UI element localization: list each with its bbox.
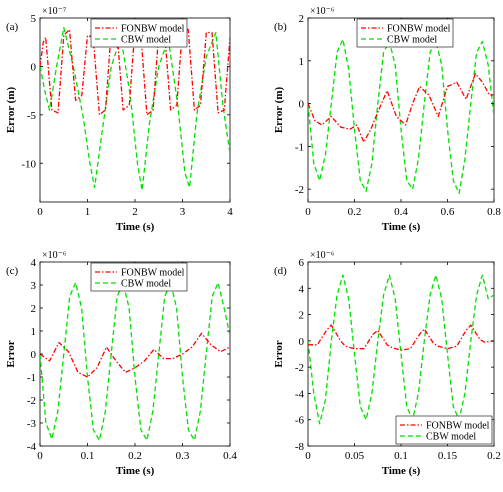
x-tick-label: 0.05 xyxy=(345,450,365,462)
y-tick-label: 2 xyxy=(31,303,37,315)
series-fonbw-line xyxy=(308,72,494,143)
panel-label: (d) xyxy=(274,265,287,277)
x-tick-label: 0.2 xyxy=(128,450,142,462)
x-tick-label: 0.1 xyxy=(81,450,95,462)
x-axis-label: Time (s) xyxy=(116,465,155,477)
legend-fonbw-label: FONBW model xyxy=(121,24,185,35)
panel-label: (a) xyxy=(6,21,19,33)
legend-cbw-label: CBW model xyxy=(426,432,476,443)
legend-fonbw-label: FONBW model xyxy=(387,24,451,35)
y-tick-label: -6 xyxy=(295,415,305,427)
y-tick-label: 0 xyxy=(299,99,305,111)
x-axis-label: Time (s) xyxy=(116,221,155,233)
series-fonbw-line xyxy=(40,332,230,378)
y-axis-label: Error (m) xyxy=(273,87,285,134)
y-tick-label: -1 xyxy=(27,372,36,384)
series-cbw-line xyxy=(40,27,230,192)
x-tick-label: 0.8 xyxy=(487,206,501,218)
y-tick-label: -2 xyxy=(295,184,304,196)
y-axis-label: Error (m) xyxy=(5,87,17,134)
y-tick-label: -8 xyxy=(295,441,305,453)
x-axis-label: Time (s) xyxy=(382,221,421,233)
series-cbw-line xyxy=(40,282,230,441)
y-tick-label: 0 xyxy=(299,336,305,348)
legend-fonbw-label: FONBW model xyxy=(121,268,185,279)
y-axis-label: Error xyxy=(273,340,285,367)
x-tick-label: 0 xyxy=(37,206,43,218)
x-tick-label: 0.15 xyxy=(438,450,458,462)
y-tick-label: -2 xyxy=(27,395,36,407)
y-tick-label: 5 xyxy=(31,13,37,25)
x-tick-label: 0.2 xyxy=(487,450,501,462)
y-tick-label: 4 xyxy=(31,257,37,269)
x-axis-label: Time (s) xyxy=(382,465,421,477)
series-group xyxy=(40,282,230,441)
series-cbw-line xyxy=(308,274,494,425)
y-tick-label: 2 xyxy=(299,13,305,25)
legend-cbw-label: CBW model xyxy=(387,35,437,46)
y-tick-label: 6 xyxy=(299,257,305,269)
y-tick-label: -10 xyxy=(21,158,36,170)
series-fonbw-line xyxy=(308,324,494,351)
y-tick-label: 2 xyxy=(299,310,305,322)
legend-fonbw-label: FONBW model xyxy=(426,421,490,432)
y-tick-label: -2 xyxy=(295,362,304,374)
y-tick-label: 1 xyxy=(31,326,37,338)
x-tick-label: 1 xyxy=(85,206,91,218)
y-tick-label: -5 xyxy=(27,110,37,122)
x-tick-label: 0.4 xyxy=(394,206,408,218)
y-tick-label: -4 xyxy=(295,388,305,400)
series-fonbw-line xyxy=(40,27,230,116)
axis-exponent: ×10⁻⁶ xyxy=(42,250,67,261)
panel-label: (c) xyxy=(6,265,19,277)
y-tick-label: -3 xyxy=(27,418,37,430)
y-tick-label: -4 xyxy=(27,441,37,453)
x-tick-label: 0.1 xyxy=(394,450,408,462)
y-tick-label: -1 xyxy=(295,141,304,153)
x-tick-label: 0.6 xyxy=(441,206,455,218)
legend-box xyxy=(90,18,188,48)
legend-box xyxy=(395,415,493,445)
y-tick-label: 0 xyxy=(31,349,37,361)
x-tick-label: 4 xyxy=(227,206,233,218)
x-tick-label: 0.3 xyxy=(176,450,190,462)
series-group xyxy=(308,274,494,425)
y-tick-label: 0 xyxy=(31,61,37,73)
y-tick-label: 4 xyxy=(299,283,305,295)
legend-box xyxy=(356,18,454,48)
series-cbw-line xyxy=(308,38,494,195)
axis-exponent: ×10⁻⁶ xyxy=(310,6,335,17)
y-tick-label: 1 xyxy=(299,56,305,68)
x-tick-label: 2 xyxy=(132,206,138,218)
x-tick-label: 3 xyxy=(180,206,186,218)
x-tick-label: 0 xyxy=(305,450,311,462)
x-tick-label: 0 xyxy=(305,206,311,218)
axis-exponent: ×10⁻⁷ xyxy=(42,6,67,17)
axis-exponent: ×10⁻⁶ xyxy=(310,250,335,261)
x-tick-label: 0.2 xyxy=(348,206,362,218)
legend-box xyxy=(90,262,188,292)
series-group xyxy=(308,38,494,195)
panel-label: (b) xyxy=(274,21,287,33)
y-axis-label: Error xyxy=(5,340,17,367)
legend-cbw-label: CBW model xyxy=(121,35,171,46)
legend-cbw-label: CBW model xyxy=(121,279,171,290)
x-tick-label: 0 xyxy=(37,450,43,462)
x-tick-label: 0.4 xyxy=(223,450,237,462)
y-tick-label: 3 xyxy=(31,280,37,292)
series-group xyxy=(40,27,230,192)
